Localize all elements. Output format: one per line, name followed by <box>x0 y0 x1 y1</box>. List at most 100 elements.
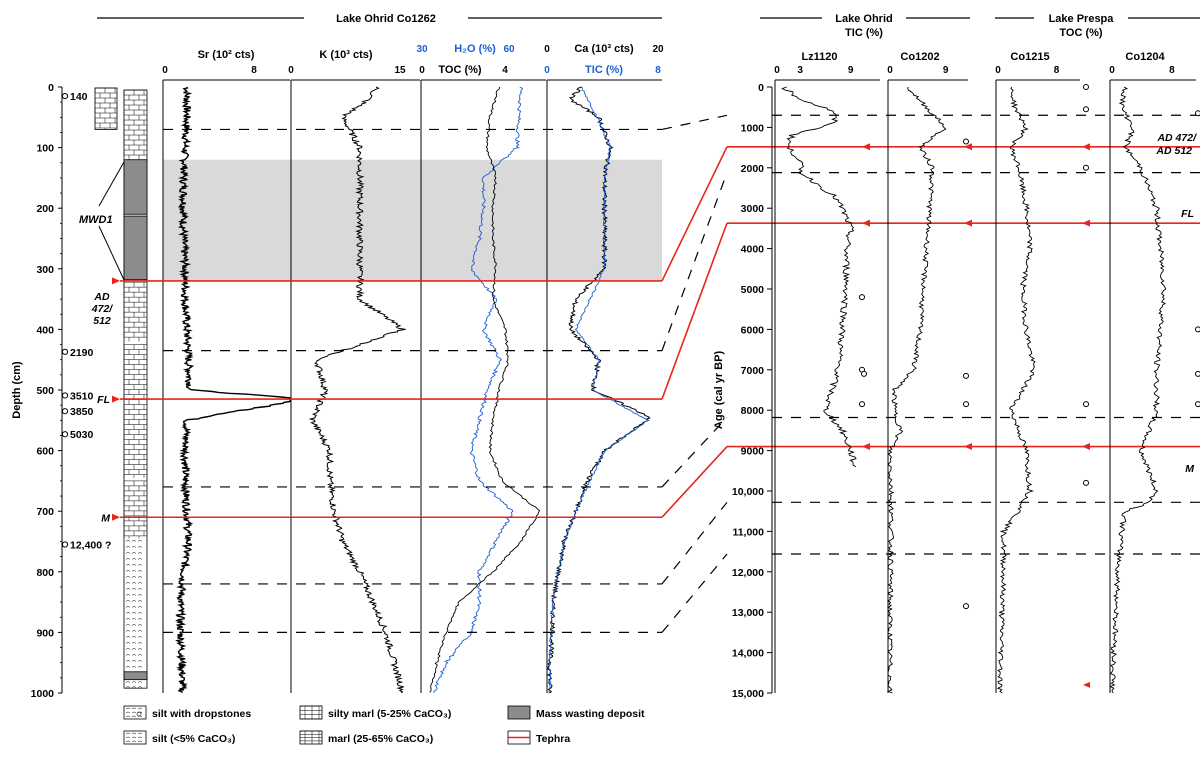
date-marker <box>61 431 69 438</box>
silt-mark <box>137 624 143 626</box>
tephra-arrow <box>964 443 972 451</box>
depth-tick-label: 100 <box>36 143 54 155</box>
date-label: 3510 <box>70 390 94 402</box>
age-marker <box>1083 106 1089 113</box>
legend-label: marl (25-65% CaCO₃) <box>328 733 433 745</box>
age-marker <box>1195 326 1200 333</box>
silt-mark <box>137 594 143 596</box>
tephra-arrow <box>1083 681 1090 688</box>
silt-mark <box>125 654 131 656</box>
silt-mark <box>125 552 131 554</box>
core-name: Co1202 <box>900 51 939 63</box>
sr-title: Sr (10² cts) <box>198 49 255 61</box>
silt-mark <box>131 552 137 554</box>
tic-line <box>548 86 650 694</box>
silt-mark <box>137 582 143 584</box>
age-marker <box>1195 370 1200 377</box>
age-tick-label: 2000 <box>741 163 765 175</box>
tephra-arrow <box>862 143 870 151</box>
series-layer <box>175 86 651 694</box>
legend-silt-mark <box>131 736 137 739</box>
silt-mark <box>137 666 143 668</box>
silt-mark <box>125 660 131 662</box>
silt-mark <box>131 612 137 614</box>
tephra-arrow <box>964 219 972 227</box>
core-tick: 3 <box>797 65 803 76</box>
tephra-arrow <box>1082 219 1090 227</box>
tephra-arrow <box>862 219 870 227</box>
date-marker <box>61 92 69 100</box>
age-marker <box>859 401 865 408</box>
tephra-label-fl: FL <box>97 394 110 406</box>
silt-mark <box>131 558 137 560</box>
silt-mark <box>125 564 131 566</box>
core-tick: 9 <box>848 65 854 76</box>
tic-tick: 0 <box>544 65 550 76</box>
silt-mark <box>137 552 143 554</box>
silt-mark <box>137 558 143 560</box>
lithology-column <box>123 89 148 689</box>
title-prespa: Lake Prespa <box>1049 13 1115 25</box>
age-marker <box>963 401 969 408</box>
legend-label: silt with dropstones <box>152 708 251 720</box>
core-tick: 0 <box>995 65 1001 76</box>
core-name: Lz1120 <box>801 51 837 63</box>
legend-label: Mass wasting deposit <box>536 708 645 720</box>
dashed-connector <box>661 501 728 585</box>
depth-tick-label: 500 <box>36 385 54 397</box>
depth-tick-label: 1000 <box>31 688 55 700</box>
h2o-tick: 30 <box>416 44 428 55</box>
right-panels: Lz1120 0 3 9 Co1202 0 9 Co1215 0 8 Co1204 0 8 <box>774 51 1196 694</box>
silt-mark <box>125 588 131 590</box>
tephra-label-m: M <box>101 512 110 524</box>
date-marker <box>61 348 69 355</box>
silt-mark <box>137 606 143 608</box>
dashed-connector <box>661 417 728 488</box>
silt-mark <box>125 642 131 644</box>
age-marker <box>1083 164 1089 171</box>
age-marker <box>1083 479 1089 486</box>
silt-mark <box>137 630 143 632</box>
depth-axis: 0 100 200 300 400 500 600 700 800 900 1000 <box>31 82 63 700</box>
age-marker <box>963 372 969 379</box>
tephra-arrow <box>112 395 120 403</box>
toc-tick: 0 <box>419 65 425 76</box>
mwd-label: MWD1 <box>79 214 113 226</box>
k-tick: 15 <box>394 65 406 76</box>
silt-mark <box>125 681 131 683</box>
silt-mark <box>131 606 137 608</box>
age-tick-label: 5000 <box>741 284 765 296</box>
silt-mark <box>131 636 137 638</box>
core-tick: 0 <box>887 65 893 76</box>
k-line <box>308 86 406 694</box>
legend-silt-mark <box>137 740 143 743</box>
age-tick-label: 7000 <box>741 365 765 377</box>
tic-tick: 8 <box>655 65 661 76</box>
age-tick-label: 1000 <box>741 122 765 134</box>
silt-mark <box>131 681 137 683</box>
legend-silt-mark <box>137 732 143 735</box>
silt-mark <box>125 636 131 638</box>
right-tephra-label-ad472: AD 472/AD 512 <box>1155 132 1197 157</box>
tephra-label-ad472: AD 472/512 <box>91 291 114 327</box>
dashed-connector <box>661 172 728 351</box>
depth-tick-label: 200 <box>36 203 54 215</box>
age-tick-label: 8000 <box>741 405 765 417</box>
date-label: 2190 <box>70 347 94 359</box>
date-label: 5030 <box>70 429 94 441</box>
silt-mark <box>131 630 137 632</box>
tephra-arrow <box>1082 143 1090 151</box>
tephra-arrow <box>112 277 120 285</box>
age-marker <box>1195 110 1200 117</box>
depth-tick-label: 0 <box>48 82 54 94</box>
legend-label: silt (<5% CaCO₃) <box>152 733 235 745</box>
age-tick-label: 13,000 <box>732 607 764 619</box>
age-marker <box>1195 401 1200 408</box>
tephra-connector <box>661 446 728 518</box>
top-lithology-box <box>94 87 118 130</box>
age-tick-label: 15,000 <box>732 688 764 700</box>
mwd-block <box>123 215 148 281</box>
core-tick: 8 <box>1054 65 1060 76</box>
silt-mark <box>131 540 137 542</box>
depth-tick-label: 400 <box>36 324 54 336</box>
